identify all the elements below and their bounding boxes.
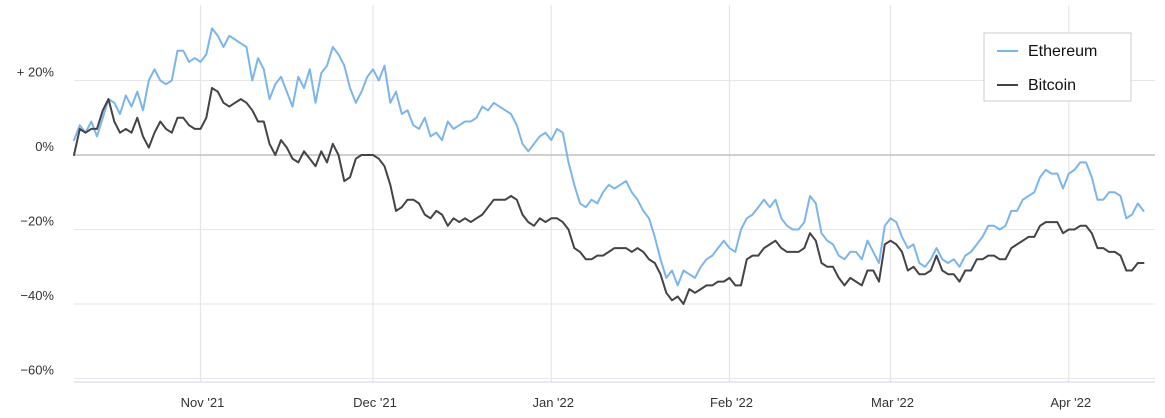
- x-tick-label: Mar '22: [871, 395, 914, 410]
- series-line-ethereum[interactable]: [73, 27, 1145, 287]
- x-tick-label: Apr '22: [1050, 395, 1091, 410]
- x-tick-label: Nov '21: [181, 395, 225, 410]
- vertical-gridlines: [199, 5, 1070, 382]
- legend[interactable]: Ethereum Bitcoin: [983, 32, 1132, 102]
- legend-item-ethereum[interactable]: Ethereum: [997, 43, 1097, 60]
- x-tick-label: Jan '22: [532, 395, 574, 410]
- x-tick-label: Feb '22: [710, 395, 753, 410]
- y-tick-label: −60%: [20, 363, 54, 378]
- horizontal-gridlines: [74, 80, 1155, 379]
- legend-box: [983, 32, 1132, 102]
- legend-label: Bitcoin: [1028, 77, 1076, 94]
- y-tick-label: −20%: [20, 214, 54, 229]
- y-tick-label: 0%: [35, 139, 54, 154]
- legend-label: Ethereum: [1028, 43, 1097, 60]
- legend-item-bitcoin[interactable]: Bitcoin: [997, 77, 1076, 94]
- y-axis-labels: + 20% 0% −20% −40% −60%: [17, 65, 55, 378]
- y-tick-label: −40%: [20, 288, 54, 303]
- series-layer: [73, 27, 1145, 305]
- x-tick-label: Dec '21: [353, 395, 397, 410]
- series-line-bitcoin[interactable]: [73, 87, 1145, 305]
- legend-items[interactable]: Ethereum Bitcoin: [997, 43, 1097, 94]
- x-axis-labels: Nov '21 Dec '21 Jan '22 Feb '22 Mar '22 Apr '…: [181, 395, 1091, 410]
- y-tick-label: + 20%: [17, 65, 55, 80]
